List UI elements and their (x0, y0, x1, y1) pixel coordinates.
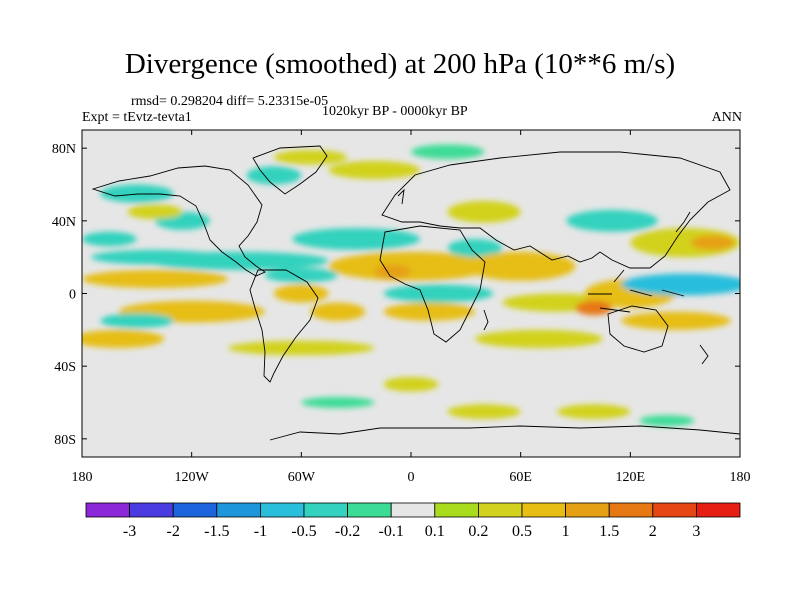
field-anomaly-12 (264, 268, 338, 283)
lon-tick-label: 120E (616, 470, 646, 485)
colorbar-label: 1 (562, 523, 570, 540)
field-anomaly-33 (127, 204, 183, 220)
colorbar-swatch (347, 502, 392, 518)
lat-tick-label: 80S (54, 433, 76, 448)
colorbar-swatch (303, 502, 348, 518)
lat-tick-label: 40S (54, 360, 76, 375)
colorbar-label: 2 (649, 523, 657, 540)
coastline-antarctica (269, 425, 740, 441)
colorbar-swatch (85, 502, 130, 518)
field-anomaly-24 (621, 311, 731, 330)
colorbar-swatch (477, 502, 523, 518)
colorbar-swatch (652, 502, 697, 518)
lon-tick-label: 60W (288, 470, 316, 485)
colorbar-label: 0.1 (425, 523, 445, 540)
period-label: 1020kyr BP - 0000kyr BP (322, 104, 468, 119)
field-anomaly-16 (383, 302, 475, 321)
field-anomaly-39 (639, 415, 695, 427)
lon-tick-label: 120W (175, 470, 210, 485)
colorbar-label: 0.5 (512, 523, 532, 540)
lon-tick-label: 180 (72, 470, 93, 485)
field-anomaly-23 (621, 273, 740, 296)
field-anomaly-15 (383, 284, 494, 303)
coastline-africa (379, 225, 486, 343)
colorbar-swatch (216, 502, 261, 518)
coastline-maritime-continent (588, 269, 685, 313)
lat-tick-label: 80N (52, 142, 76, 157)
colorbar-swatch (565, 502, 610, 518)
season-label: ANN (711, 110, 742, 125)
colorbar-swatch (521, 502, 566, 518)
coastline-japan (675, 211, 691, 233)
colorbar-label: 0.2 (468, 523, 488, 540)
field-anomaly-28 (447, 200, 521, 223)
coastline-north-america (91, 165, 266, 277)
field-anomaly-34 (411, 144, 485, 160)
colorbar-swatch (259, 502, 305, 518)
field-anomaly-5 (82, 231, 137, 247)
lon-tick-label: 0 (408, 470, 415, 485)
coastline-british-isles (397, 188, 405, 205)
colorbar-swatch (172, 502, 218, 518)
field-anomaly-4 (91, 249, 220, 265)
field-anomaly-10 (228, 340, 375, 356)
field-anomaly-26 (690, 235, 735, 250)
colorbar-label: -2 (167, 523, 180, 540)
field-anomaly-35 (383, 377, 439, 392)
field-anomaly-37 (447, 404, 521, 419)
field-anomaly-18 (465, 251, 576, 281)
field-anomaly-31 (246, 166, 302, 185)
field-anomaly-17 (447, 239, 503, 258)
lon-tick-label: 180 (730, 470, 751, 485)
coastline-eurasia (381, 151, 731, 269)
coastline-madagascar (483, 309, 489, 331)
field-anomaly-36 (301, 397, 375, 408)
plot-title: Divergence (smoothed) at 200 hPa (10**6 … (124, 48, 676, 80)
field-anomaly-8 (273, 284, 329, 303)
coastline-greenland (252, 145, 328, 195)
field-anomaly-11 (292, 228, 421, 250)
experiment-label: Expt = tEvtz-tevta1 (82, 110, 192, 125)
lat-tick-label: 0 (69, 288, 76, 303)
colorbar-label: -3 (123, 523, 136, 540)
colorbar-swatch (696, 502, 741, 518)
field-anomaly-7 (100, 313, 174, 329)
colorbar-swatch (390, 502, 436, 518)
lon-tick-label: 60E (509, 470, 532, 485)
field-anomaly-2 (82, 329, 165, 348)
field-anomaly-30 (273, 150, 348, 165)
field-anomaly-38 (557, 404, 631, 419)
field-anomaly-29 (328, 160, 421, 180)
field-anomaly-22 (575, 300, 613, 316)
colorbar-label: -1 (254, 523, 267, 540)
field-anomaly-14 (374, 264, 412, 280)
colorbar-label: -0.5 (291, 523, 316, 540)
rmsd-diff-text: rmsd= 0.298204 diff= 5.23315e-05 (131, 94, 329, 109)
colorbar-swatch (129, 502, 174, 518)
colorbar-label: 3 (692, 523, 700, 540)
field-anomaly-0 (82, 269, 229, 289)
field-anomaly-27 (566, 209, 658, 232)
field-anomaly-32 (100, 184, 174, 203)
colorbar-swatch (434, 502, 479, 518)
colorbar-swatch (608, 502, 654, 518)
coastline-south-america (249, 269, 319, 383)
field-anomaly-13 (328, 251, 494, 281)
colorbar-label: -0.1 (379, 523, 404, 540)
field-anomaly-20 (474, 329, 603, 348)
field-anomaly-9 (310, 302, 366, 321)
colorbar-label: -0.2 (335, 523, 360, 540)
coastline-australia (607, 305, 669, 353)
coastline-new-zealand (699, 344, 709, 365)
colorbar-label: -1.5 (204, 523, 229, 540)
colorbar-label: 1.5 (599, 523, 619, 540)
lat-tick-label: 40N (52, 215, 76, 230)
